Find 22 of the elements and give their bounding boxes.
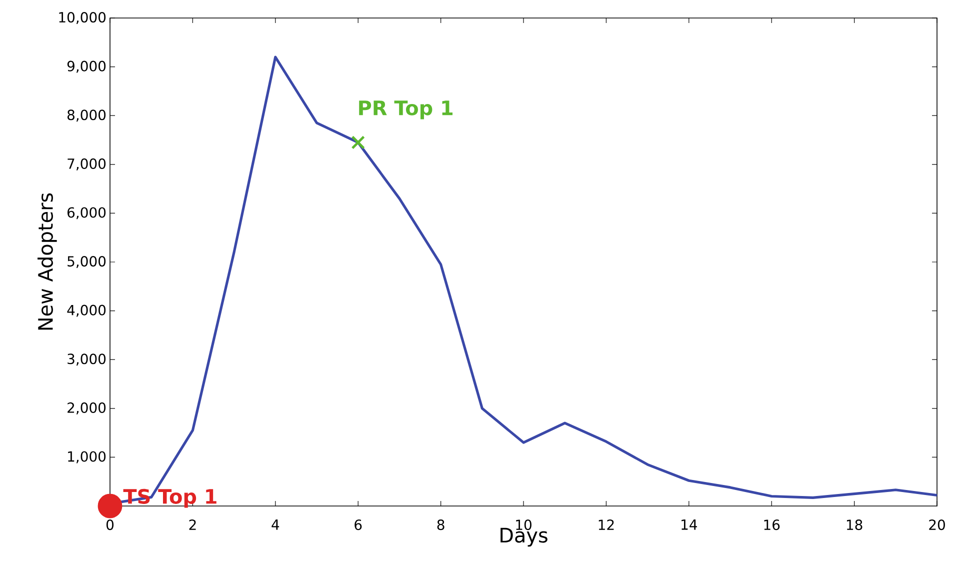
- annotation: PR Top 1: [359, 100, 452, 120]
- y-tick-label: 7,000: [68, 158, 106, 170]
- y-tick-label: 6,000: [68, 207, 106, 220]
- x-tick-label: 20: [929, 520, 945, 530]
- x-tick-label: 16: [764, 520, 780, 530]
- y-axis-title: New Adopters: [38, 193, 57, 330]
- y-tick-label: 1,000: [68, 451, 106, 464]
- y-tick-label: 10,000: [59, 12, 106, 24]
- y-tick-label: 2,000: [68, 402, 106, 414]
- x-tick-label: 18: [846, 520, 862, 530]
- x-tick-label: 14: [682, 520, 697, 530]
- x-tick-label: 0: [106, 520, 114, 530]
- y-tick-label: 4,000: [67, 304, 106, 317]
- y-tick-label: 3,000: [68, 354, 106, 366]
- x-tick-label: 6: [354, 520, 362, 530]
- x-tick-label: 2: [189, 520, 196, 530]
- x-tick-label: 12: [598, 520, 614, 530]
- x-tick-label: 8: [437, 520, 444, 530]
- y-tick-label: 8,000: [68, 110, 106, 122]
- x-tick-label: 4: [272, 520, 280, 530]
- y-tick-label: 9,000: [67, 60, 106, 73]
- y-tick-label: 5,000: [68, 256, 106, 268]
